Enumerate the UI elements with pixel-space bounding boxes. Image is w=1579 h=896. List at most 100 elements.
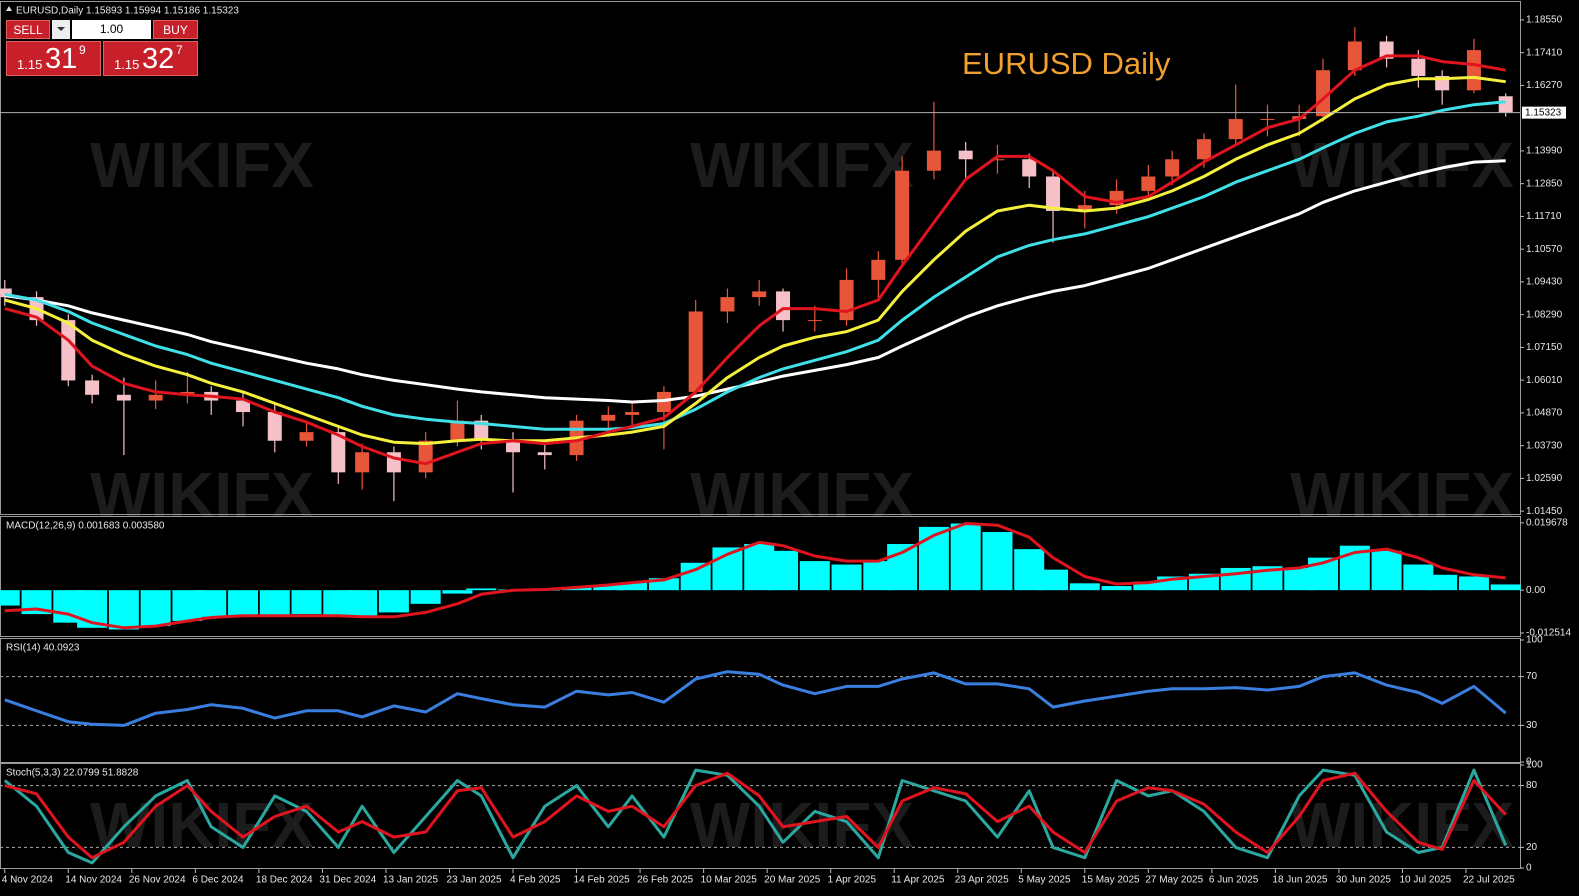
histogram-bar	[768, 550, 799, 591]
x-tick-label: 18 Dec 2024	[256, 875, 313, 886]
histogram-bar	[1427, 574, 1458, 591]
histogram-bar	[982, 532, 1013, 591]
candle-body	[331, 432, 346, 473]
candle-body	[236, 400, 251, 413]
x-tick-label: 23 Apr 2025	[955, 875, 1009, 886]
y-tick-label: 1.02590	[1526, 473, 1563, 484]
ask-price[interactable]: 1.15 32 7	[103, 41, 198, 76]
candle-body	[990, 159, 1005, 161]
candle-body	[355, 452, 370, 473]
histogram-bar	[410, 590, 441, 604]
lots-input[interactable]: 1.00	[72, 20, 151, 39]
x-tick-label: 13 Jan 2025	[383, 875, 438, 886]
y-tick-label: 1.04870	[1526, 408, 1563, 419]
x-tick-label: 6 Dec 2024	[192, 875, 244, 886]
x-tick-label: 4 Feb 2025	[510, 875, 561, 886]
y-tick-label: 1.10570	[1526, 244, 1563, 255]
buy-button[interactable]: BUY	[153, 20, 198, 39]
panel-frame	[0, 1, 1521, 515]
panel-label: MACD(12,26,9) 0.001683 0.003580	[6, 521, 165, 532]
y-tick-label: -0.012514	[1526, 628, 1571, 639]
candle-body	[625, 412, 640, 415]
histogram-bar	[593, 585, 624, 591]
histogram-bar	[196, 590, 227, 617]
histogram-bar	[466, 588, 497, 591]
x-tick-label: 14 Nov 2024	[65, 875, 122, 886]
y-tick-label: 1.11710	[1526, 211, 1562, 222]
candle-body	[839, 279, 854, 321]
histogram-bar	[0, 590, 20, 606]
candle-body	[85, 380, 100, 395]
watermarks: WIKIFX WIKIFX WIKIFX WIKIFX WIKIFX WIKIF…	[90, 129, 1514, 861]
price-label: 1.15323	[1525, 107, 1562, 118]
candle-body	[148, 394, 163, 401]
y-tick-label: 0	[1526, 757, 1532, 768]
candle-body	[1466, 50, 1481, 91]
series-line	[4, 75, 1506, 446]
candle-body	[1260, 119, 1275, 121]
x-tick-label: 20 Mar 2025	[764, 875, 821, 886]
y-tick-label: 70	[1526, 671, 1538, 682]
collapse-icon[interactable]	[6, 6, 12, 11]
panel-label: EURUSD,Daily 1.15893 1.15994 1.15186 1.1…	[16, 6, 239, 17]
x-tick-label: 10 Mar 2025	[701, 875, 758, 886]
series-line	[4, 522, 1506, 630]
candle-body	[267, 412, 282, 441]
watermark: WIKIFX	[90, 459, 314, 531]
candle-body	[0, 288, 12, 298]
candle-body	[418, 440, 433, 473]
x-tick-label: 18 Jun 2025	[1272, 875, 1327, 886]
price-fraction: 9	[79, 43, 86, 57]
candle-body	[474, 420, 489, 441]
candle-body	[752, 291, 767, 298]
histogram-bar	[648, 578, 679, 591]
x-tick-label: 11 Apr 2025	[891, 875, 945, 886]
candle-body	[720, 297, 735, 312]
candle-body	[1228, 119, 1243, 140]
x-tick-label: 4 Nov 2024	[2, 875, 54, 886]
x-tick-label: 30 Jun 2025	[1336, 875, 1391, 886]
y-tick-label: 20	[1526, 842, 1538, 853]
y-tick-label: 0.019678	[1526, 518, 1568, 529]
y-tick-label: 0.00	[1526, 585, 1546, 596]
y-tick-label: 30	[1526, 720, 1538, 731]
y-tick-label: 1.03730	[1526, 440, 1563, 451]
y-tick-label: 1.17410	[1526, 47, 1563, 58]
x-tick-label: 31 Dec 2024	[319, 875, 376, 886]
histogram-bar	[918, 526, 949, 591]
y-tick-label: 100	[1526, 635, 1543, 646]
candle-body	[450, 420, 465, 441]
y-tick-label: 100	[1526, 760, 1543, 771]
y-tick-label: 1.09430	[1526, 277, 1563, 288]
histogram-bar	[347, 590, 378, 616]
histogram-bar	[680, 562, 711, 591]
histogram-bar	[1038, 569, 1069, 591]
histogram-bar	[442, 590, 473, 594]
candle-body	[601, 414, 616, 421]
histogram-bar	[291, 590, 322, 615]
price-pips: 32	[142, 43, 175, 75]
chart-annotation: EURUSD Daily	[962, 46, 1171, 81]
candle-body	[1347, 41, 1362, 71]
candle-body	[1411, 58, 1426, 76]
bid-price[interactable]: 1.15 31 9	[6, 41, 101, 76]
price-pips: 31	[45, 43, 78, 75]
x-tick-label: 5 May 2025	[1018, 875, 1071, 886]
candle-body	[1046, 176, 1061, 211]
histogram-bar	[1371, 550, 1402, 591]
candle-body	[1316, 70, 1331, 117]
lots-dropdown[interactable]	[52, 20, 70, 39]
candle-body	[1196, 139, 1211, 160]
y-tick-label: 1.18550	[1526, 15, 1563, 26]
trade-panel: SELL 1.00 BUY 1.15 31 9 1.15 32 7	[5, 20, 199, 76]
candle-body	[1165, 159, 1180, 177]
candle-body	[807, 320, 822, 322]
y-tick-label: 1.06010	[1526, 375, 1563, 386]
sell-button[interactable]: SELL	[6, 20, 50, 39]
x-tick-label: 6 Jun 2025	[1209, 875, 1259, 886]
price-prefix: 1.15	[114, 57, 140, 72]
histogram-bar	[1133, 581, 1164, 591]
panel-label: Stoch(5,3,3) 22.0799 51.8828	[6, 768, 139, 779]
